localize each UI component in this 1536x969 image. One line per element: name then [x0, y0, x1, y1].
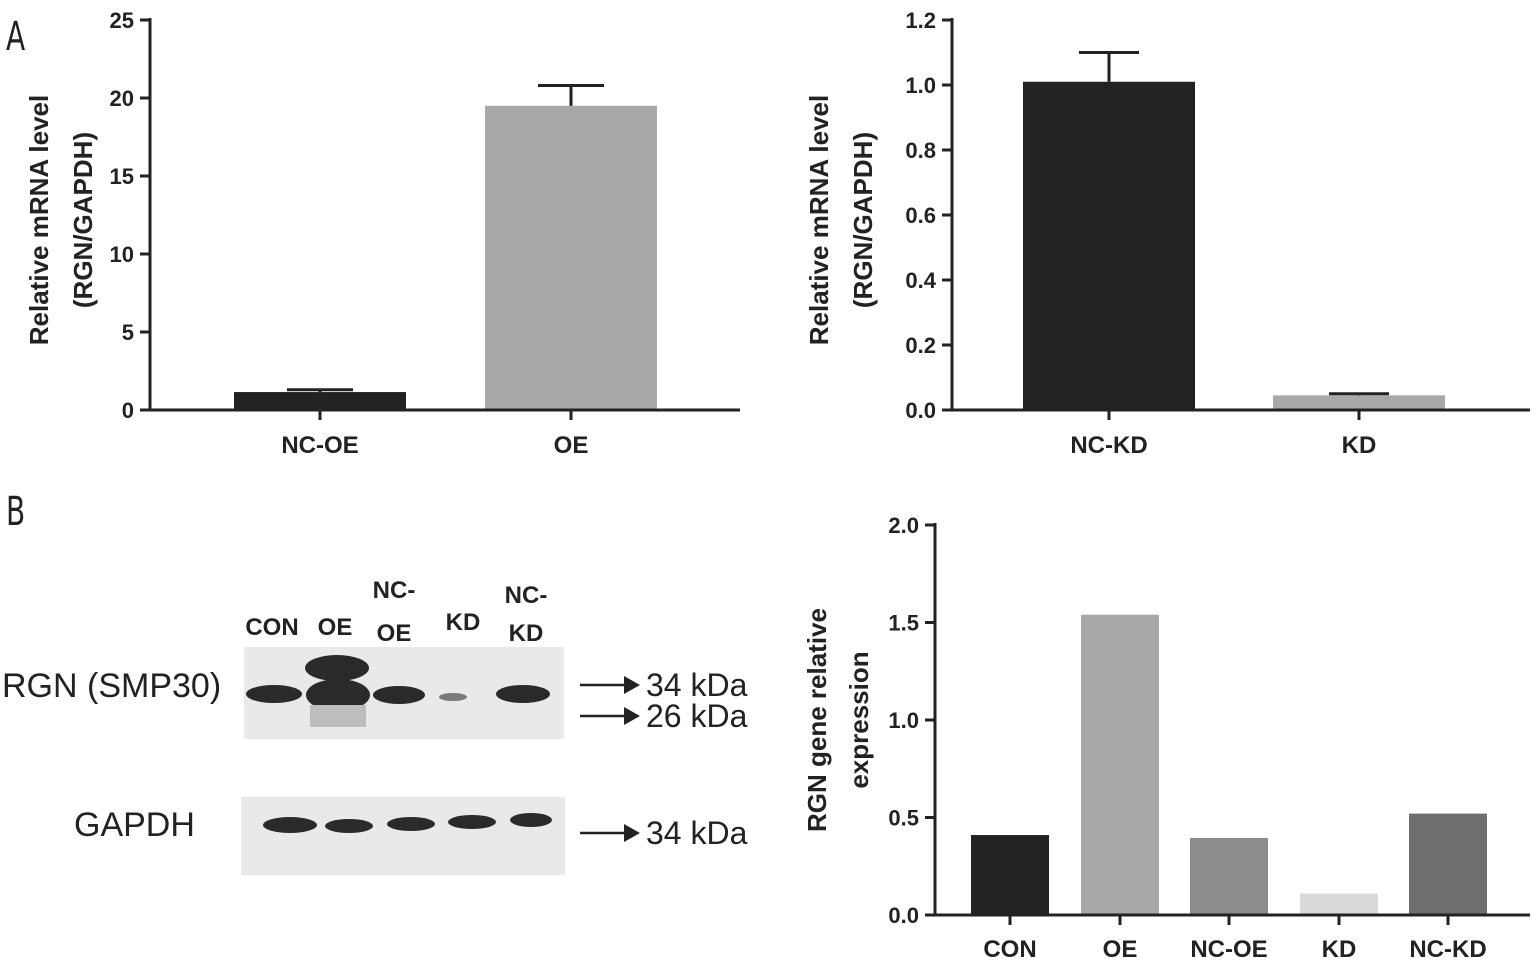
blot-label-rgn: RGN (SMP30): [2, 667, 221, 705]
marker-arrow-26-rgn: [580, 707, 640, 725]
lane-label-3-top: NC-: [373, 577, 416, 604]
y-axis-label-line-2: (RGN/GAPDH): [68, 132, 98, 308]
y-tick-label: 0.2: [905, 333, 936, 358]
gapdh-bands: [263, 813, 552, 833]
y-tick-label: 20: [110, 86, 134, 111]
panel-label-a: A: [6, 14, 25, 60]
y-tick-label: 0.4: [905, 268, 936, 293]
y-tick-label: 0.6: [905, 203, 936, 228]
bar-nc-oe: [1190, 837, 1268, 915]
rgn-bands: [246, 655, 550, 727]
y-tick-label: 1.0: [888, 708, 919, 733]
y-axis-label-line-1: Relative mRNA level: [24, 95, 54, 345]
rgn-band-kd: [439, 693, 467, 701]
lane-label-5: KD: [509, 620, 544, 647]
rgn-band-oe-lower: [306, 679, 370, 711]
y-tick-label: 0.5: [888, 806, 919, 831]
chart-a1: 0 5 10 15 20 25 NC-OE OE Relative mRNA level (RGN…: [24, 8, 740, 459]
lane-label-3: OE: [377, 620, 412, 647]
bar-kd: [1273, 395, 1445, 410]
category-label-nc-kd: NC-KD: [1070, 432, 1147, 459]
category-label-oe: OE: [1103, 936, 1138, 963]
rgn-band-nc-kd: [496, 685, 550, 703]
chart-a2: 0.0 0.2 0.4 0.6 0.8 1.0 1.2 NC-KD KD Relative mRN…: [804, 8, 1530, 459]
y-tick-label: 2.0: [888, 513, 919, 538]
y-tick-label: 0.0: [888, 903, 919, 928]
y-tick-label: 25: [110, 8, 134, 33]
category-label-kd: KD: [1322, 936, 1357, 963]
lane-label-4: KD: [446, 609, 481, 636]
y-tick-label: 0: [122, 398, 134, 423]
rgn-band-nc-oe: [373, 686, 425, 704]
marker-label-26-rgn: 26 kDa: [646, 698, 748, 734]
y-tick-label: 0.8: [905, 138, 936, 163]
rgn-band-con: [246, 685, 302, 703]
marker-arrow-34-rgn: [580, 676, 640, 694]
gapdh-band-nc-oe: [387, 817, 435, 831]
bar-nc-kd: [1409, 813, 1487, 915]
y-tick-label: 1.5: [888, 611, 919, 636]
category-label-nc-oe: NC-OE: [281, 432, 358, 459]
rgn-band-oe-smear: [310, 705, 366, 727]
gapdh-band-con: [263, 817, 317, 833]
panel-label-b: B: [6, 489, 25, 535]
rgn-band-oe-upper: [305, 655, 369, 681]
chart-b: 0.0 0.5 1.0 1.5 2.0 CON OE NC-OE KD NC-KD RGN gene…: [802, 513, 1530, 963]
gapdh-blot-membrane: [241, 797, 565, 875]
bar-nc-oe: [234, 392, 406, 410]
category-label-kd: KD: [1342, 432, 1377, 459]
marker-label-34-rgn: 34 kDa: [646, 667, 748, 703]
y-axis-label-line-2: expression: [844, 651, 874, 788]
y-tick-label: 0.0: [905, 398, 936, 423]
category-label-nc-oe: NC-OE: [1190, 936, 1267, 963]
category-label-con: CON: [983, 936, 1036, 963]
lane-label-5-top: NC-: [505, 582, 548, 609]
bar-con: [971, 835, 1049, 915]
lane-label-2: OE: [318, 614, 353, 641]
bar-oe: [1081, 614, 1159, 915]
marker-arrow-34-gapdh: [580, 824, 640, 842]
y-axis-label-line-2: (RGN/GAPDH): [848, 132, 878, 308]
western-blot: CON OE NC- OE KD NC- KD RGN (S: [2, 577, 748, 875]
bar-oe: [485, 105, 657, 411]
y-tick-label: 1.0: [905, 73, 936, 98]
category-label-nc-kd: NC-KD: [1409, 936, 1486, 963]
y-axis-label-line-1: Relative mRNA level: [804, 95, 834, 345]
gapdh-band-kd: [448, 815, 496, 829]
gapdh-band-oe: [325, 819, 373, 833]
category-label-oe: OE: [554, 432, 589, 459]
gapdh-band-nc-kd: [510, 813, 552, 827]
marker-label-34-gapdh: 34 kDa: [646, 815, 748, 851]
bar-nc-kd: [1023, 81, 1195, 410]
y-axis-label-line-1: RGN gene relative: [802, 608, 832, 832]
y-tick-label: 1.2: [905, 8, 936, 33]
lane-label-1: CON: [245, 614, 298, 641]
y-tick-label: 5: [122, 320, 134, 345]
blot-label-gapdh: GAPDH: [74, 806, 195, 844]
y-tick-label: 10: [110, 242, 134, 267]
bar-kd: [1300, 893, 1378, 915]
y-tick-label: 15: [110, 164, 134, 189]
